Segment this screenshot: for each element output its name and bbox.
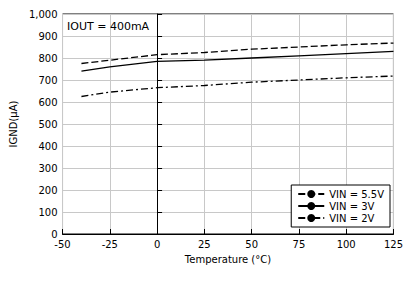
svg-text:VIN = 3V: VIN = 3V — [329, 201, 374, 212]
svg-text:100: 100 — [38, 207, 57, 218]
svg-text:0: 0 — [154, 239, 160, 250]
svg-text:VIN = 2V: VIN = 2V — [329, 213, 374, 224]
svg-text:100: 100 — [337, 239, 356, 250]
svg-text:500: 500 — [38, 119, 57, 130]
svg-text:300: 300 — [38, 163, 57, 174]
svg-text:IOUT = 400mA: IOUT = 400mA — [67, 20, 150, 33]
svg-text:0: 0 — [51, 228, 58, 240]
svg-text:1,000: 1,000 — [29, 9, 58, 20]
svg-text:600: 600 — [38, 97, 57, 108]
svg-text:400: 400 — [38, 141, 57, 152]
svg-text:-25: -25 — [102, 239, 118, 250]
svg-text:IGND(μA): IGND(μA) — [8, 100, 19, 147]
svg-text:25: 25 — [198, 239, 211, 250]
svg-text:-50: -50 — [54, 239, 70, 250]
svg-text:VIN = 5.5V: VIN = 5.5V — [329, 189, 384, 200]
svg-text:Temperature (°C): Temperature (°C) — [184, 254, 271, 265]
svg-text:50: 50 — [245, 239, 258, 250]
svg-text:125: 125 — [384, 239, 403, 250]
svg-text:900: 900 — [38, 31, 57, 42]
svg-text:800: 800 — [38, 53, 57, 64]
svg-text:700: 700 — [38, 75, 57, 86]
svg-text:200: 200 — [38, 185, 57, 196]
svg-text:75: 75 — [293, 239, 306, 250]
